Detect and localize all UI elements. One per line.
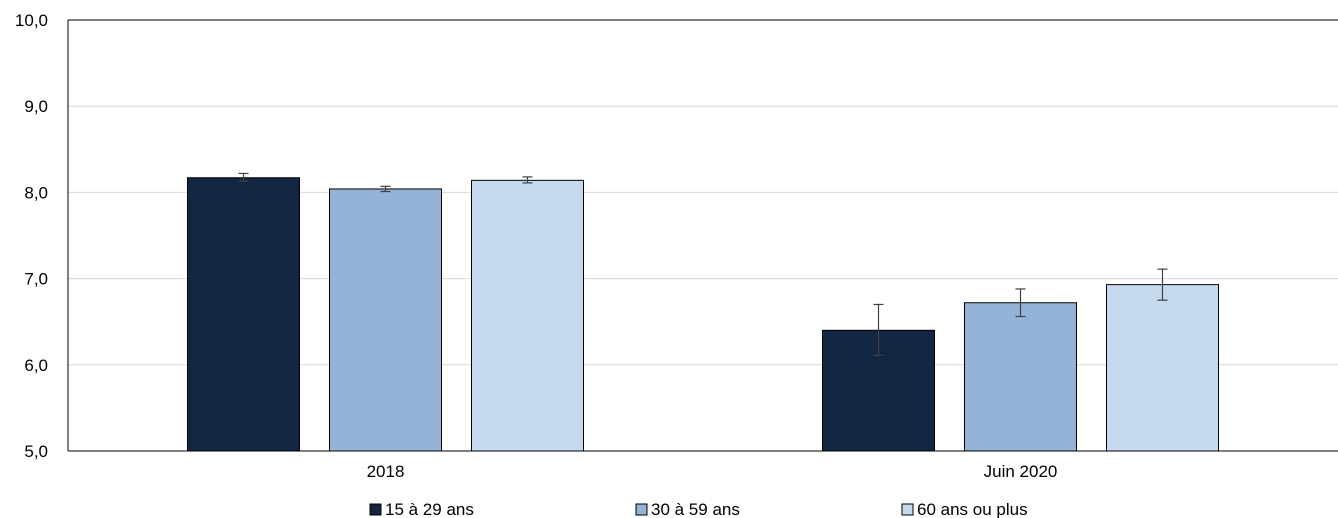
legend-swatch bbox=[901, 503, 914, 516]
bar bbox=[1106, 284, 1219, 452]
legend-label: 15 à 29 ans bbox=[385, 500, 474, 518]
legend: 15 à 29 ans 30 à 59 ans 60 ans ou plus bbox=[369, 500, 1028, 518]
y-tick-label: 6,0 bbox=[24, 356, 48, 375]
bar bbox=[329, 188, 442, 452]
y-tick-label: 10,0 bbox=[15, 11, 48, 30]
y-tick-label: 5,0 bbox=[24, 442, 48, 461]
legend-swatch bbox=[635, 503, 648, 516]
x-axis-categories: 2018 Juin 2020 bbox=[367, 462, 1058, 481]
y-tick-label: 7,0 bbox=[24, 270, 48, 289]
error-bars bbox=[238, 172, 1168, 356]
legend-label: 30 à 59 ans bbox=[651, 500, 740, 518]
y-axis-ticks: 5,0 6,0 7,0 8,0 9,0 10,0 bbox=[15, 11, 48, 461]
bar bbox=[964, 302, 1077, 452]
bar bbox=[187, 177, 300, 452]
y-tick-label: 9,0 bbox=[24, 97, 48, 116]
category-label: Juin 2020 bbox=[984, 462, 1058, 481]
axes bbox=[67, 19, 1338, 452]
y-tick-label: 8,0 bbox=[24, 183, 48, 202]
bars bbox=[187, 177, 1219, 452]
category-label: 2018 bbox=[367, 462, 405, 481]
legend-label: 60 ans ou plus bbox=[917, 500, 1028, 518]
legend-swatch bbox=[369, 503, 382, 516]
bar bbox=[471, 179, 584, 452]
